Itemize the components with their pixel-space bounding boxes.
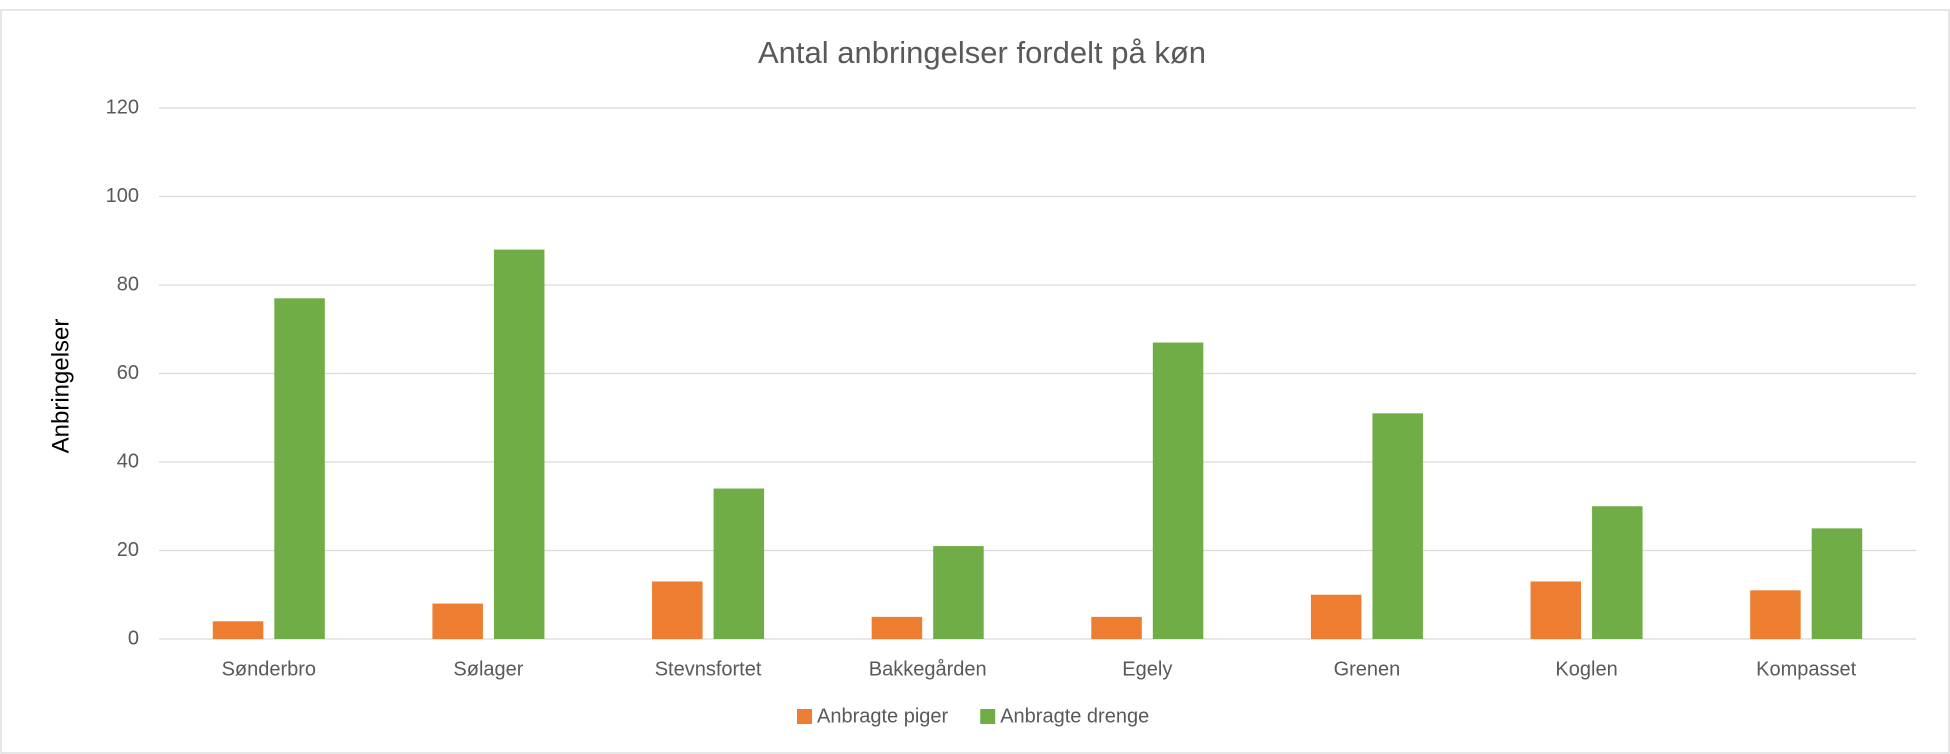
bar: [212, 621, 264, 639]
bar: [933, 546, 984, 639]
bar: [1592, 506, 1643, 639]
bar: [713, 488, 765, 639]
bar: [493, 249, 545, 639]
legend-label: Anbragte piger: [817, 705, 949, 727]
x-tick-label: Koglen: [1555, 658, 1617, 680]
x-tick-label: Kompasset: [1756, 658, 1856, 680]
legend-swatch: [797, 709, 812, 724]
bar: [1811, 528, 1863, 639]
y-tick-label: 60: [117, 362, 139, 384]
chart-title: Antal anbringelser fordelt på køn: [758, 35, 1206, 70]
bar: [652, 581, 703, 639]
legend-swatch: [980, 709, 996, 724]
bar: [432, 603, 483, 639]
bar: [274, 298, 325, 639]
bar: [1091, 616, 1142, 639]
x-tick-label: Sølager: [453, 658, 523, 680]
x-tick-label: Sønderbro: [222, 658, 317, 680]
y-tick-label: 40: [117, 450, 139, 472]
y-axis-label: Anbringelser: [47, 319, 74, 454]
bar: [1310, 594, 1362, 639]
bar: [1372, 413, 1423, 639]
y-tick-label: 0: [128, 627, 139, 649]
x-tick-label: Grenen: [1334, 658, 1401, 680]
legend-label: Anbragte drenge: [1000, 705, 1149, 727]
y-tick-label: 20: [117, 539, 139, 561]
y-tick-label: 80: [117, 273, 139, 295]
x-tick-label: Bakkegården: [869, 658, 987, 680]
bar: [1750, 590, 1801, 639]
y-tick-label: 100: [106, 185, 139, 207]
bar: [1530, 581, 1582, 639]
x-tick-label: Egely: [1122, 658, 1172, 680]
bar: [871, 616, 923, 639]
y-tick-label: 120: [106, 96, 139, 118]
bar: [1152, 342, 1204, 639]
x-tick-label: Stevnsfortet: [655, 658, 762, 680]
